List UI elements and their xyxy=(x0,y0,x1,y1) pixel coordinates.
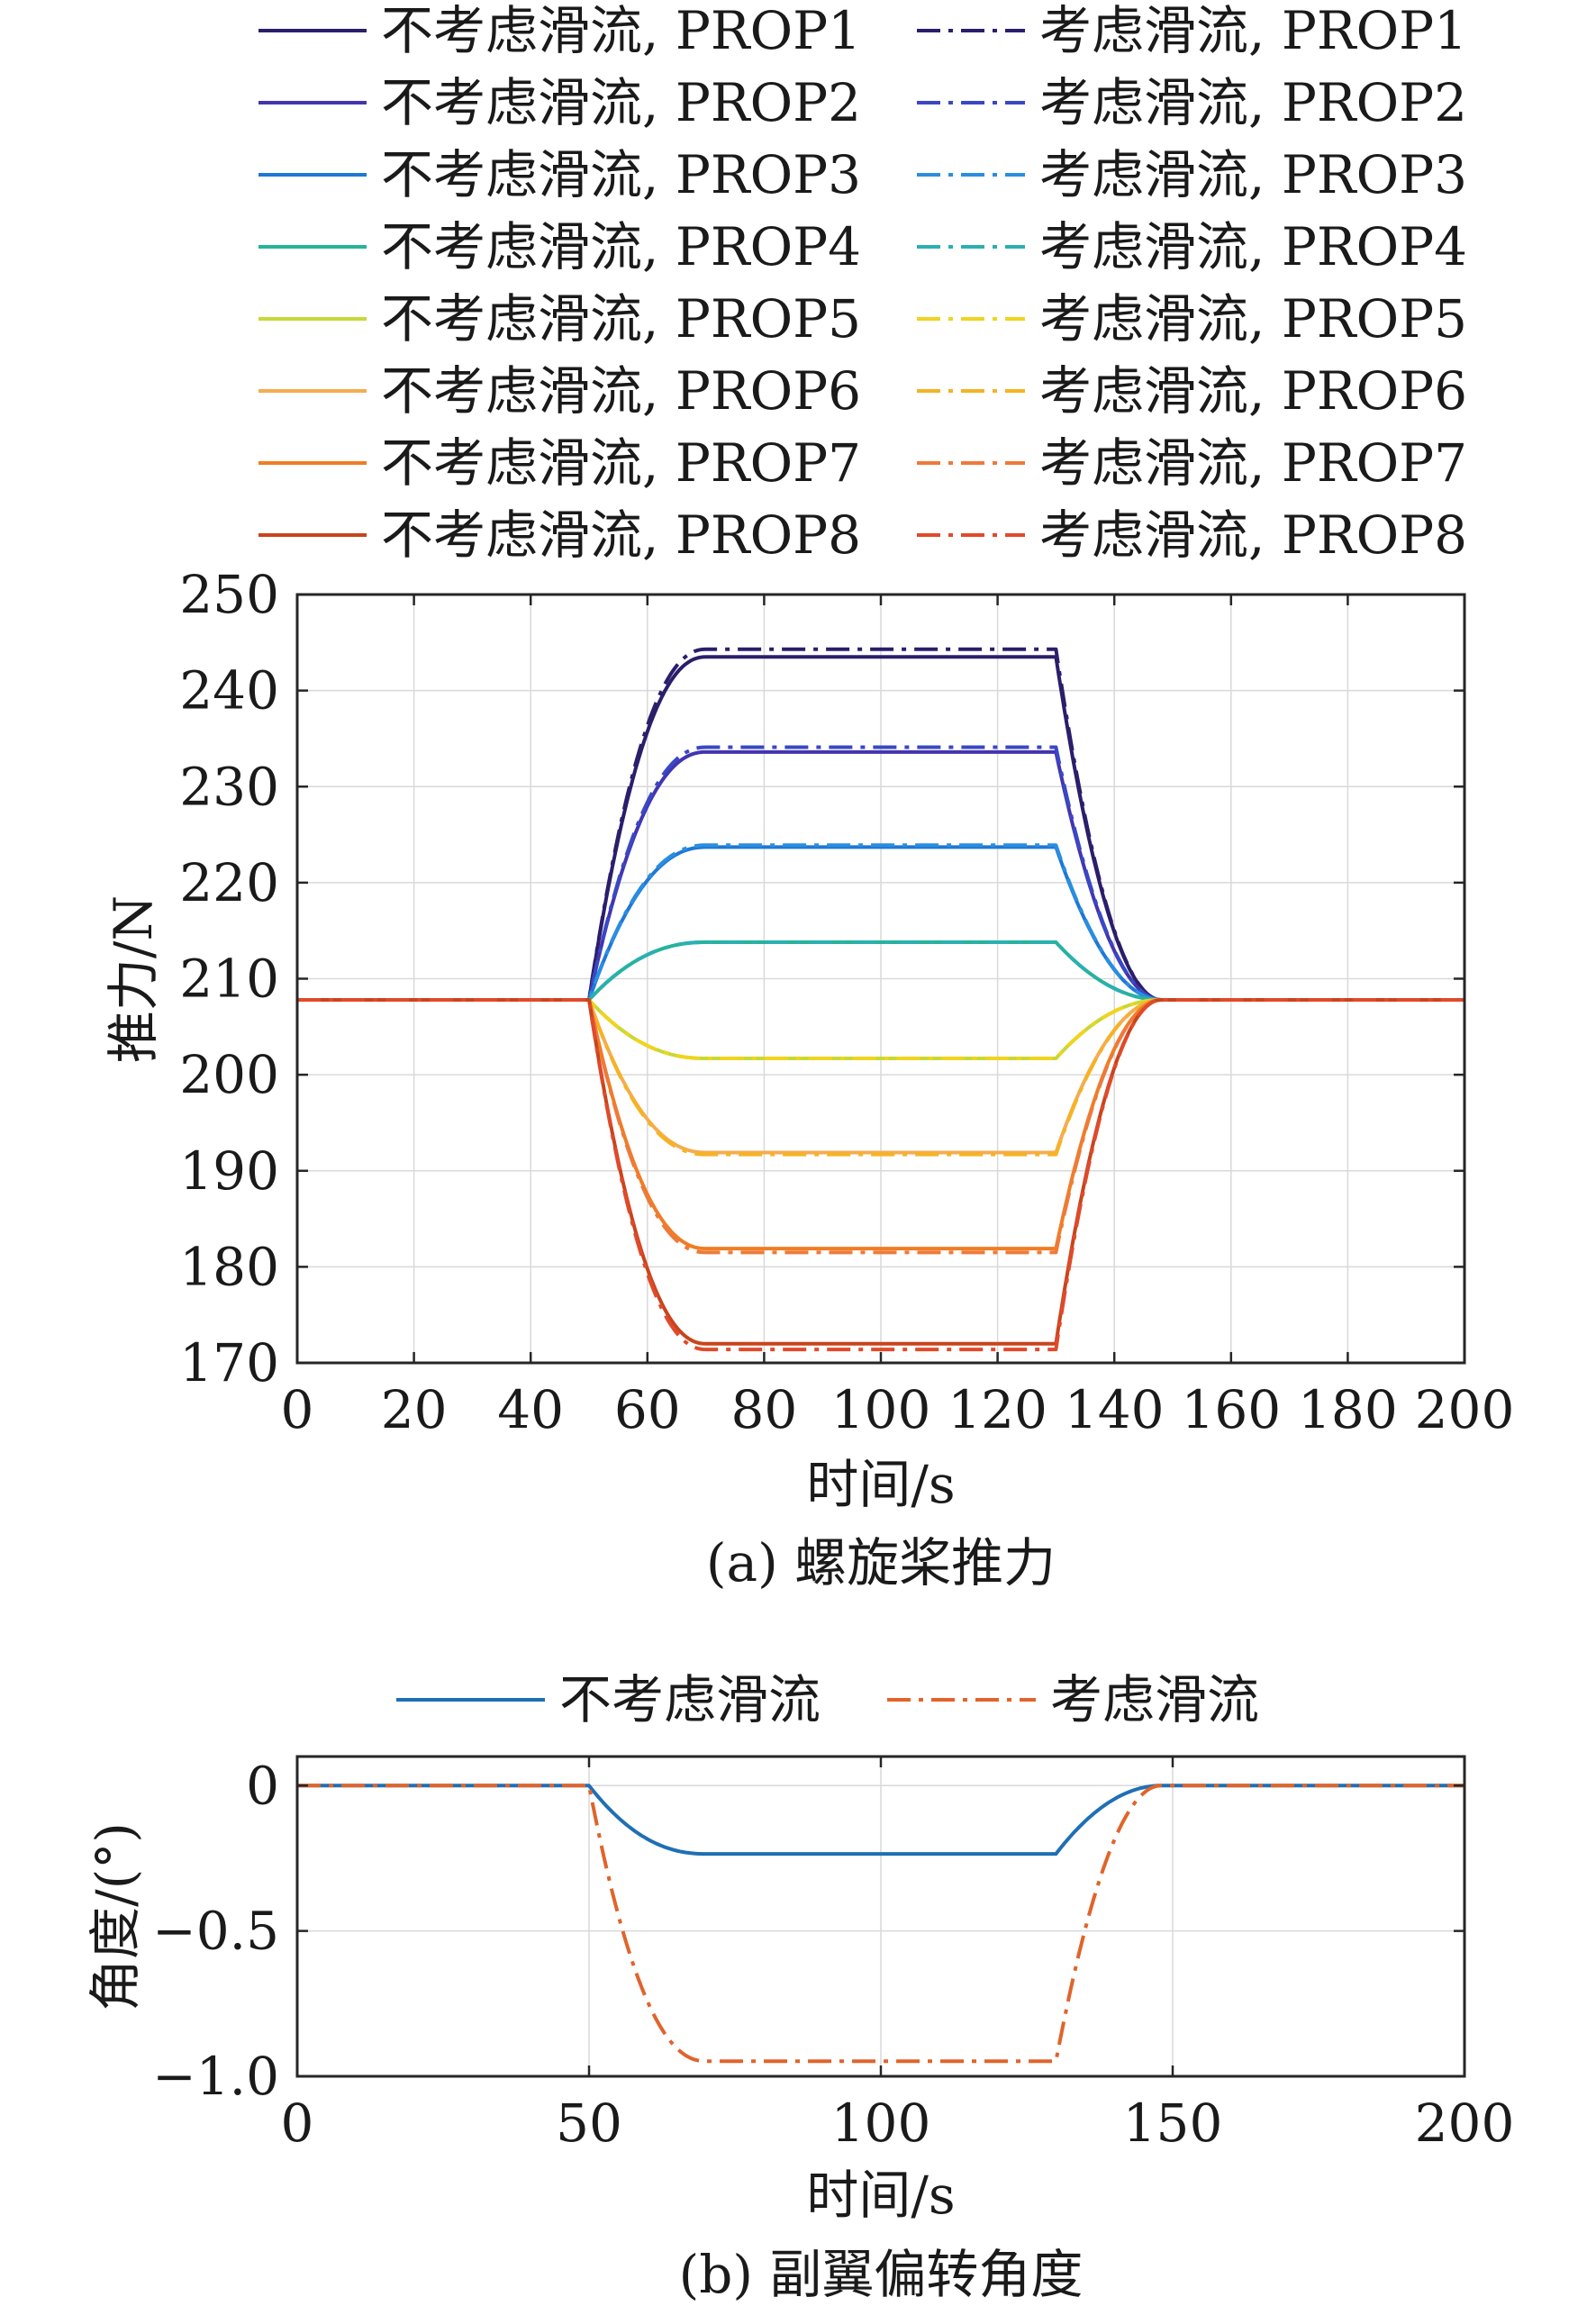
legend-label: 考虑滑流, PROP1 xyxy=(1039,0,1467,61)
thrust-x-axis-label: 时间/s xyxy=(806,1454,955,1515)
legend-label: 不考虑滑流, PROP4 xyxy=(381,216,861,277)
y-tick-label: 220 xyxy=(179,852,279,913)
legend-label: 不考虑滑流, PROP8 xyxy=(381,504,861,566)
x-tick-label: 200 xyxy=(1415,2093,1515,2154)
aileron-series xyxy=(297,1784,1465,2064)
legend-label: 考虑滑流, PROP3 xyxy=(1039,144,1467,205)
thrust-caption: (a) 螺旋桨推力 xyxy=(706,1532,1056,1593)
y-tick-label: 240 xyxy=(179,660,279,722)
y-tick-label: −1.0 xyxy=(152,2046,279,2107)
thrust-grid xyxy=(297,595,1465,1363)
x-tick-label: 0 xyxy=(281,2093,314,2154)
legend-label: 考虑滑流, PROP5 xyxy=(1039,288,1467,350)
legend-label: 不考虑滑流, PROP5 xyxy=(381,288,861,350)
thrust-y-axis-label: 推力/N xyxy=(103,895,164,1063)
x-tick-label: 160 xyxy=(1181,1379,1281,1440)
legend-label: 不考虑滑流, PROP6 xyxy=(381,360,861,422)
y-tick-label: 170 xyxy=(179,1332,279,1394)
x-tick-label: 20 xyxy=(381,1379,448,1440)
y-tick-label: 210 xyxy=(179,949,279,1010)
x-tick-label: 100 xyxy=(831,1379,931,1440)
legend-label: 考虑滑流, PROP6 xyxy=(1039,360,1467,422)
x-tick-label: 40 xyxy=(497,1379,564,1440)
aileron-chart: 不考虑滑流 考虑滑流 0 50 100 150 200 0 −0.5 −1.0 时间/s 角度/… xyxy=(85,1669,1514,2305)
aileron-grid xyxy=(297,1757,1465,2076)
x-tick-label: 200 xyxy=(1415,1379,1515,1440)
x-tick-label: 0 xyxy=(281,1379,314,1440)
y-tick-label: 200 xyxy=(179,1044,279,1105)
x-tick-label: 60 xyxy=(614,1379,681,1440)
y-tick-label: 230 xyxy=(179,756,279,817)
y-tick-label: 180 xyxy=(179,1236,279,1297)
y-tick-label: 250 xyxy=(179,564,279,625)
x-tick-label: 80 xyxy=(730,1379,797,1440)
series-line-16 xyxy=(297,998,1465,1352)
legend-label: 不考虑滑流, PROP3 xyxy=(381,144,861,205)
y-tick-label: 0 xyxy=(246,1755,279,1816)
x-tick-label: 140 xyxy=(1065,1379,1165,1440)
aileron-y-axis-label: 角度/(°) xyxy=(85,1822,146,2011)
aileron-x-axis-label: 时间/s xyxy=(806,2165,955,2226)
thrust-series xyxy=(297,647,1465,1352)
aileron-legend: 不考虑滑流 考虑滑流 xyxy=(396,1669,1259,1730)
legend-label: 不考虑滑流, PROP2 xyxy=(381,72,861,133)
thrust-chart: 不考虑滑流, PROP1 考虑滑流, PROP1 不考虑滑流, PROP2 考虑滑流,… xyxy=(103,0,1514,1593)
series-line-2 xyxy=(297,1784,1465,2064)
y-tick-label: 190 xyxy=(179,1140,279,1202)
aileron-ticks: 0 50 100 150 200 0 −0.5 −1.0 xyxy=(152,1755,1514,2154)
legend-label: 不考虑滑流, PROP1 xyxy=(381,0,861,61)
x-tick-label: 100 xyxy=(831,2093,931,2154)
legend-label: 考虑滑流, PROP2 xyxy=(1039,72,1467,133)
x-tick-label: 180 xyxy=(1298,1379,1398,1440)
thrust-legend: 不考虑滑流, PROP1 考虑滑流, PROP1 不考虑滑流, PROP2 考虑滑流,… xyxy=(258,0,1467,566)
legend-label: 不考虑滑流 xyxy=(559,1669,821,1730)
legend-label: 考虑滑流, PROP4 xyxy=(1039,216,1467,277)
x-tick-label: 120 xyxy=(948,1379,1047,1440)
legend-label: 考虑滑流, PROP7 xyxy=(1039,432,1467,494)
legend-label: 考虑滑流 xyxy=(1050,1669,1259,1730)
legend-label: 不考虑滑流, PROP7 xyxy=(381,432,861,494)
y-tick-label: −0.5 xyxy=(152,1901,279,1962)
aileron-caption: (b) 副翼偏转角度 xyxy=(679,2244,1084,2305)
thrust-ticks: 0 20 40 60 80 100 120 140 160 180 200 170 180 190 200 2… xyxy=(179,564,1514,1440)
x-tick-label: 50 xyxy=(556,2093,622,2154)
x-tick-label: 150 xyxy=(1123,2093,1223,2154)
legend-label: 考虑滑流, PROP8 xyxy=(1039,504,1467,566)
